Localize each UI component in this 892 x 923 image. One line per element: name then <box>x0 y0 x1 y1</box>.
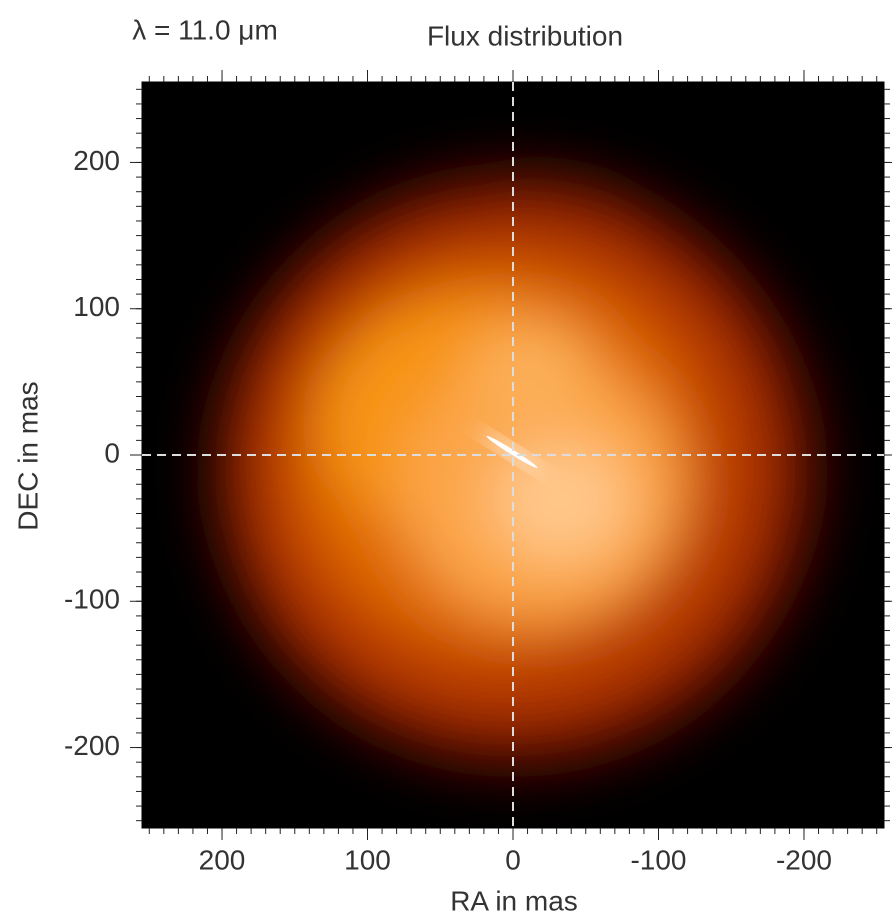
y-tick-label: -100 <box>64 584 120 615</box>
x-axis-label: RA in mas <box>450 885 578 916</box>
y-tick-label: -200 <box>64 730 120 761</box>
y-tick-label: 0 <box>104 437 120 468</box>
y-tick-label: 200 <box>73 145 120 176</box>
x-tick-label: -100 <box>630 844 686 875</box>
y-axis-label: DEC in mas <box>12 381 43 530</box>
x-tick-label: 100 <box>344 844 391 875</box>
annotation: λ = 11.0 μm <box>132 14 278 45</box>
x-tick-label: 0 <box>505 844 521 875</box>
x-tick-label: 200 <box>199 844 246 875</box>
x-tick-label: -200 <box>776 844 832 875</box>
chart-title: Flux distribution <box>427 20 623 51</box>
y-tick-label: 100 <box>73 291 120 322</box>
